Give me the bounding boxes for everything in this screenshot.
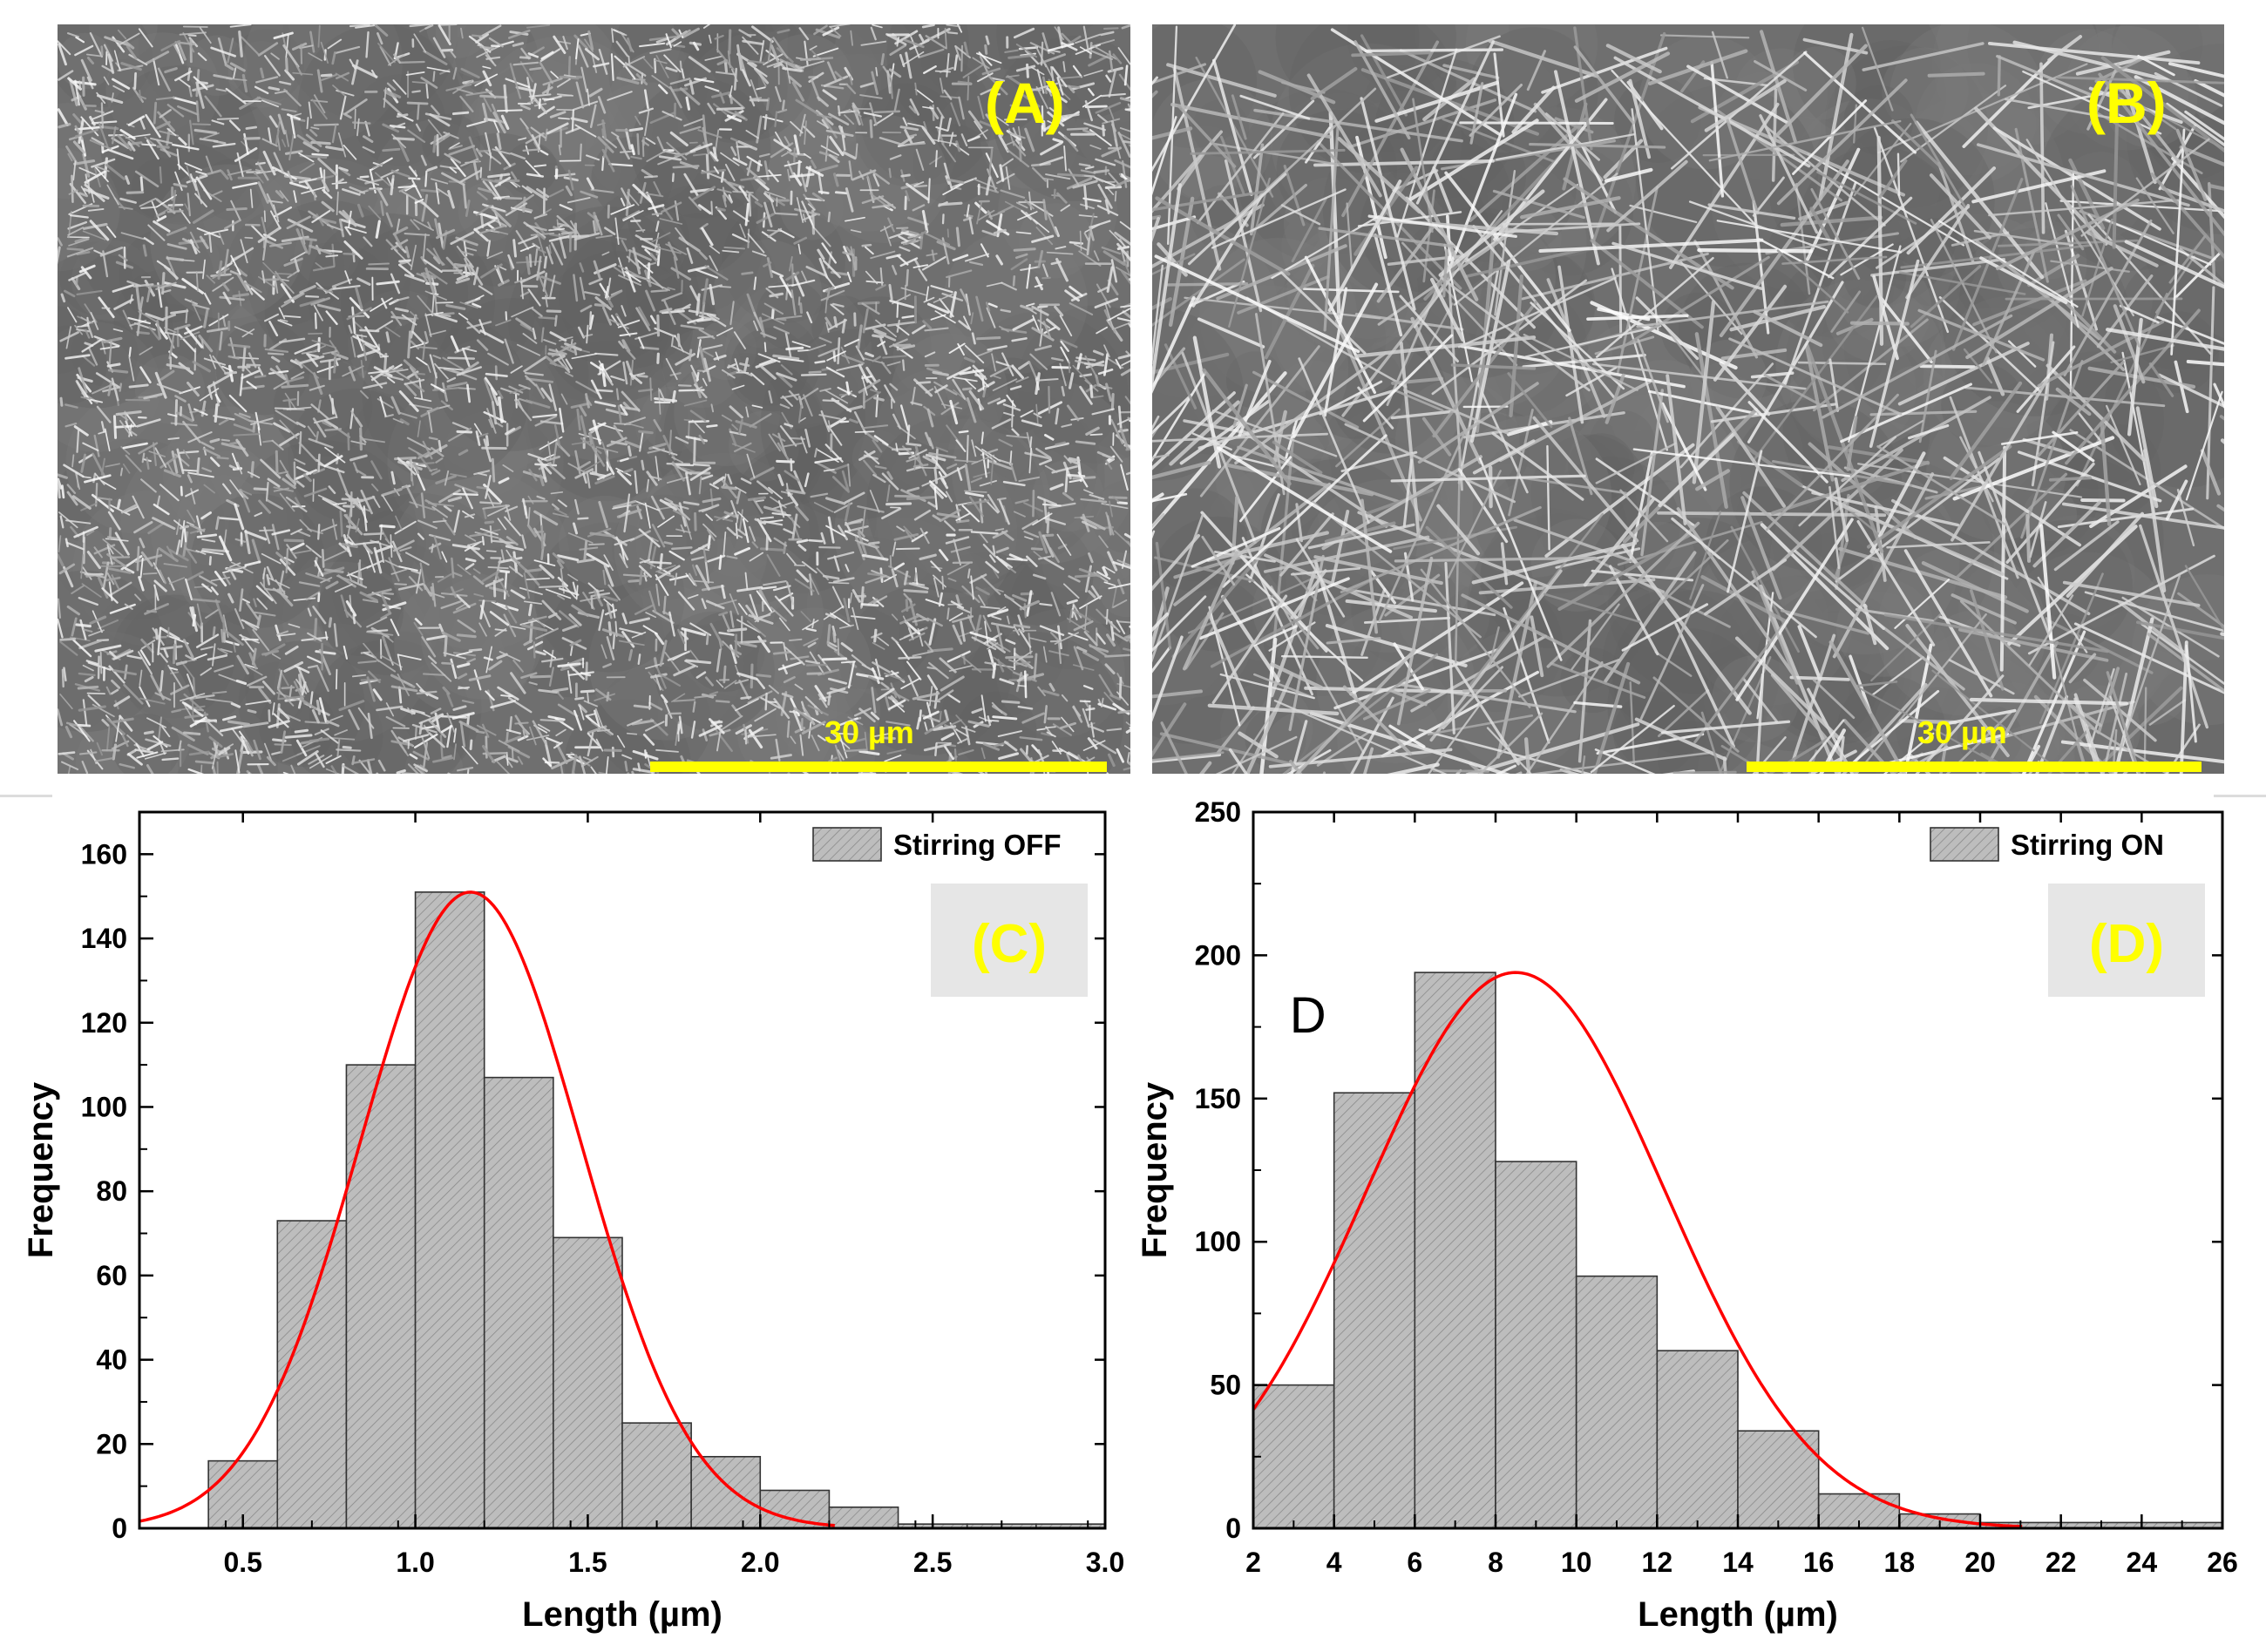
- legend-swatch: [812, 827, 882, 862]
- histogram-bar: [414, 891, 485, 1529]
- y-tick-label: 140: [81, 923, 127, 954]
- x-tick-label: 4: [1326, 1547, 1342, 1578]
- panel-label: (C): [972, 914, 1047, 974]
- y-tick-label: 100: [81, 1091, 127, 1122]
- scale-bar-b: [1747, 762, 2202, 772]
- x-tick-label: 2.5: [913, 1547, 952, 1578]
- panel-label-box: [931, 884, 1088, 997]
- x-axis-title: Length (µm): [522, 1595, 723, 1634]
- panel-label-a: (A): [985, 71, 1065, 135]
- y-tick-label: 20: [96, 1428, 127, 1459]
- y-tick-label: 200: [1195, 939, 1241, 971]
- sem-texture-b: [1152, 24, 2224, 774]
- y-tick-label: 50: [1210, 1370, 1241, 1401]
- x-tick-label: 10: [1561, 1547, 1592, 1578]
- histogram-bar: [1737, 1430, 1820, 1529]
- histogram-bar: [1252, 1384, 1335, 1529]
- x-tick-label: 12: [1642, 1547, 1673, 1578]
- y-tick-label: 0: [112, 1513, 127, 1544]
- scale-bar-label-a: 30 µm: [824, 714, 914, 750]
- panel-label-box: [2048, 884, 2205, 997]
- x-tick-label: 2.0: [741, 1547, 779, 1578]
- x-tick-label: 26: [2207, 1547, 2238, 1578]
- sem-needles: [1152, 24, 2224, 774]
- y-tick-label: 150: [1195, 1083, 1241, 1114]
- sem-needles: [58, 24, 1130, 774]
- x-tick-label: 20: [1964, 1547, 1996, 1578]
- x-axis-title: Length (µm): [1638, 1595, 1838, 1634]
- x-tick-label: 8: [1488, 1547, 1503, 1578]
- legend-swatch: [1930, 827, 1999, 862]
- histogram-bar: [1414, 972, 1496, 1529]
- legend-label: Stirring ON: [2011, 829, 2164, 861]
- plot-frame: [138, 810, 1107, 1530]
- histogram-bar: [759, 1489, 831, 1529]
- histogram-bar: [1495, 1161, 1577, 1529]
- y-axis-title: Frequency: [1136, 1081, 1174, 1258]
- x-tick-label: 6: [1407, 1547, 1422, 1578]
- panel-label: (D): [2089, 914, 2164, 974]
- histogram-chart-d: 2 4 6 8 10 12 14 16 18 20 22 24 26050100150200250Len…: [1136, 802, 2238, 1634]
- histogram-bar: [1333, 1092, 1416, 1529]
- x-tick-label: 1.0: [396, 1547, 434, 1578]
- histogram-bar: [690, 1455, 762, 1529]
- y-tick-label: 40: [96, 1344, 127, 1376]
- histogram-bar: [1656, 1350, 1739, 1529]
- y-tick-label: 160: [81, 838, 127, 870]
- y-tick-label: 0: [1225, 1513, 1241, 1544]
- sem-texture-a: [58, 24, 1130, 774]
- x-tick-label: 18: [1884, 1547, 1916, 1578]
- x-tick-label: 16: [1803, 1547, 1835, 1578]
- x-tick-label: 22: [2046, 1547, 2077, 1578]
- sem-image-a: (A) 30 µm: [58, 24, 1130, 774]
- y-tick-label: 80: [96, 1175, 127, 1207]
- y-tick-label: 250: [1195, 802, 1241, 828]
- histogram-chart-c: 0.5 1.0 1.5 2.0 2.5 3.0 0 20 40 60 80 100 120 140 160 L…: [22, 810, 1124, 1634]
- histogram-bar: [828, 1506, 899, 1529]
- x-tick-label: 14: [1722, 1547, 1754, 1578]
- y-tick-label: 60: [96, 1260, 127, 1291]
- x-tick-label: 0.5: [223, 1547, 261, 1578]
- scale-bar-label-b: 30 µm: [1917, 714, 2007, 750]
- x-tick-label: 24: [2127, 1547, 2158, 1578]
- histogram-bar: [621, 1422, 692, 1529]
- x-tick-label: 3.0: [1086, 1547, 1124, 1578]
- y-tick-label: 100: [1195, 1226, 1241, 1257]
- y-tick-label: 120: [81, 1007, 127, 1039]
- histogram-bar: [553, 1236, 623, 1529]
- chart-annotation: D: [1290, 987, 1326, 1044]
- x-tick-label: 2: [1245, 1547, 1261, 1578]
- y-axis-title: Frequency: [22, 1081, 60, 1258]
- divider-left: [0, 795, 52, 797]
- histogram-bar: [276, 1220, 348, 1529]
- x-tick-label: 1.5: [568, 1547, 607, 1578]
- histogram-bar: [1575, 1275, 1659, 1529]
- divider-right: [2214, 795, 2266, 797]
- legend-label: Stirring OFF: [893, 829, 1062, 861]
- panel-label-b: (B): [2086, 71, 2167, 135]
- sem-image-b: (B) 30 µm: [1152, 24, 2224, 774]
- gaussian-fit-line: [139, 890, 835, 1527]
- gaussian-fit-line: [1252, 971, 2023, 1528]
- histogram-bar: [345, 1064, 417, 1529]
- scale-bar-a: [650, 762, 1107, 772]
- histogram-bar: [483, 1076, 554, 1529]
